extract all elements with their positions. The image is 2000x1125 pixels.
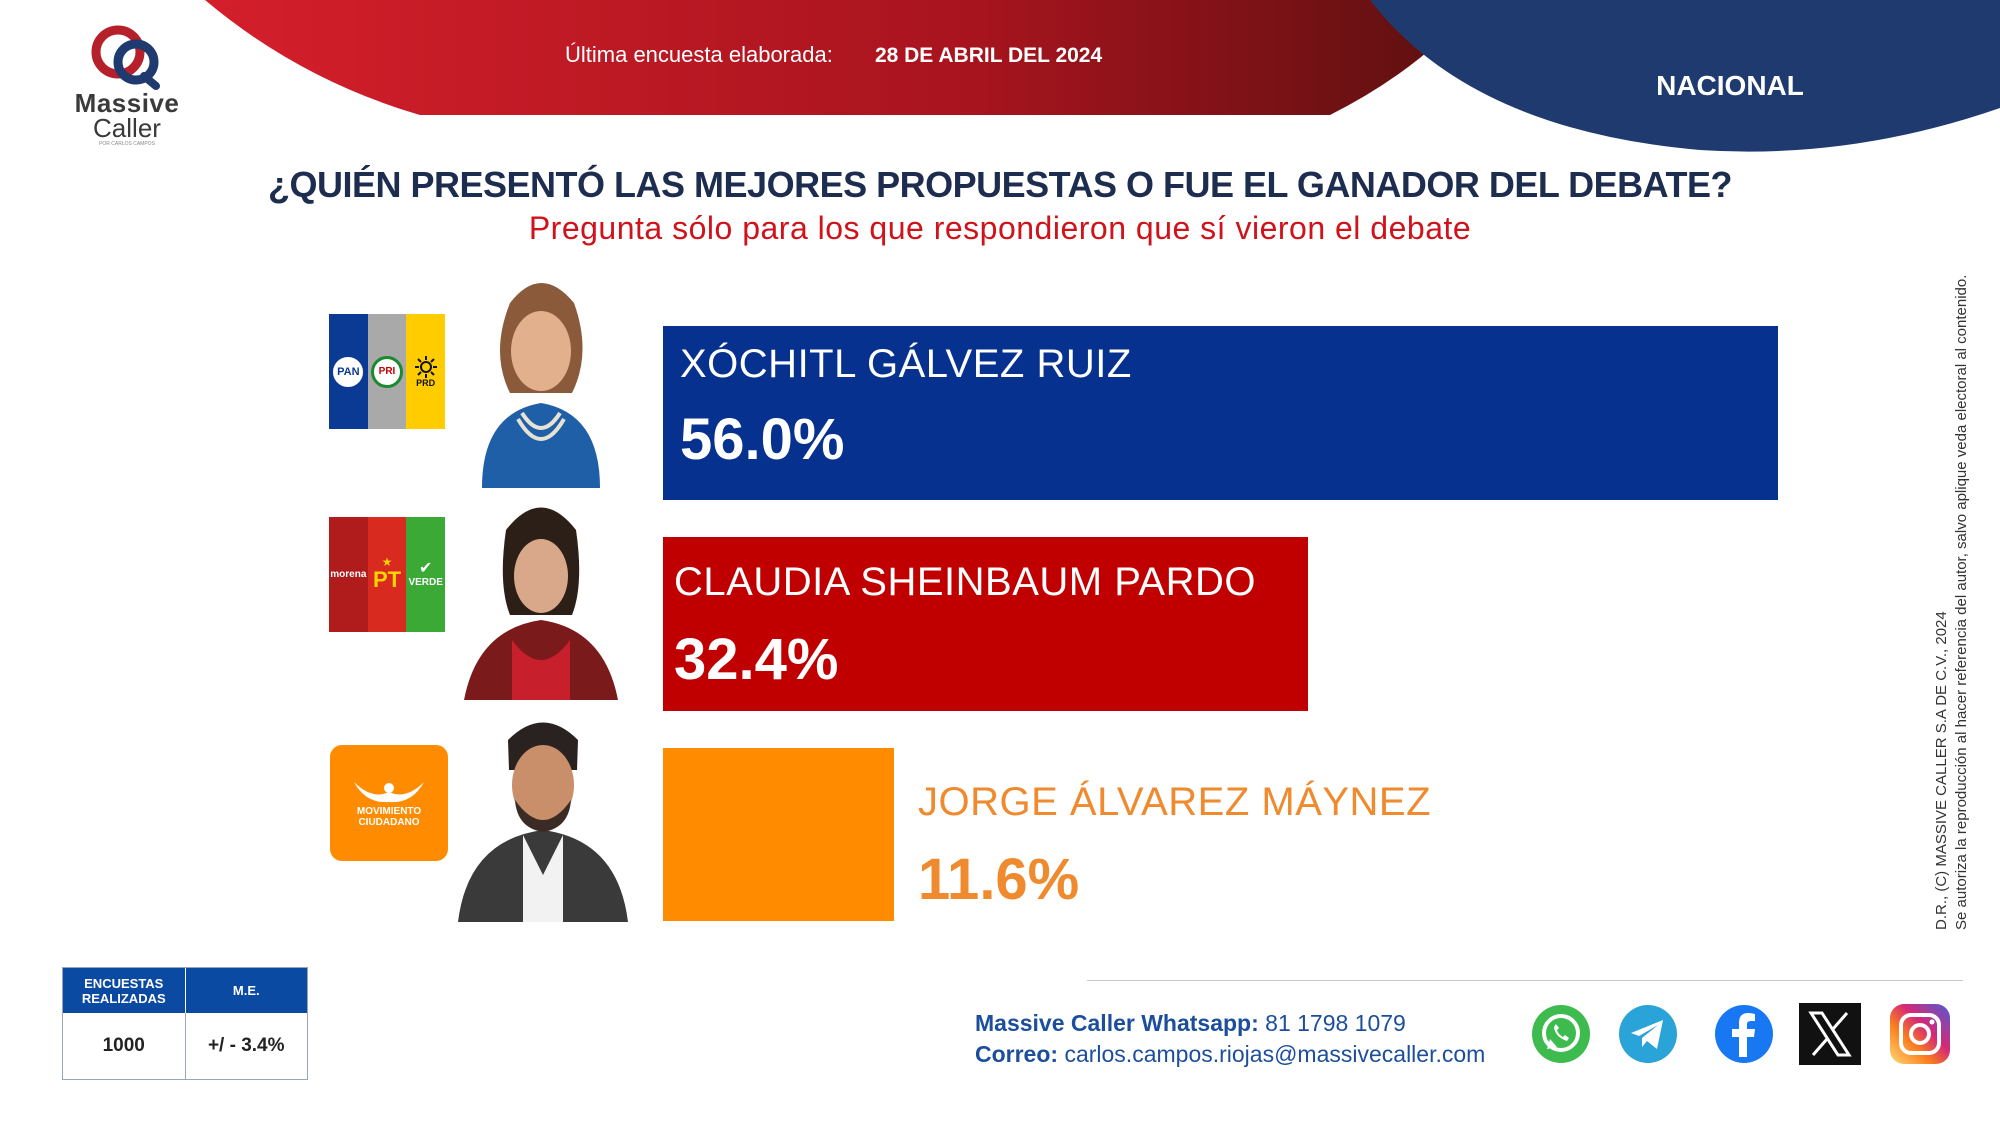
legal-notice: D.R., (C) MASSIVE CALLER S.A DE C.V., 20… (1932, 210, 1972, 930)
prd-sun-icon (414, 355, 437, 378)
verde-label: VERDE (408, 577, 443, 588)
label-jorge-value: 11.6% (918, 847, 1080, 912)
mc-eagle-icon (354, 782, 424, 803)
label-claudia-name: CLAUDIA SHEINBAUM PARDO (674, 560, 1256, 604)
party-logo-pan-pri-prd: PAN PRI PRD (329, 314, 446, 429)
bar-xochitl (663, 326, 1778, 500)
logo-word-massive: Massive (74, 88, 180, 118)
whatsapp-icon[interactable] (1530, 1003, 1592, 1065)
morena-label: morena (330, 569, 367, 580)
verde-stripe: ✔ VERDE (406, 517, 446, 632)
facebook-icon[interactable] (1713, 1003, 1775, 1065)
pt-stripe: ★ PT (367, 517, 407, 632)
whatsapp-number[interactable]: 81 1798 1079 (1265, 1010, 1406, 1036)
mc-label-2: CIUDADANO (358, 817, 420, 828)
pri-stripe: PRI (367, 314, 407, 429)
candidate-photo-jorge (453, 700, 632, 922)
legal-copyright: D.R., (C) MASSIVE CALLER S.A DE C.V., 20… (1933, 611, 1950, 930)
surveys-header: ENCUESTAS REALIZADAS (63, 968, 186, 1013)
candidate-photo-xochitl (452, 263, 630, 488)
legal-authorization: Se autoriza la reproducción al hacer ref… (1953, 274, 1970, 930)
prd-label: PRD (416, 377, 436, 388)
label-xochitl-value: 56.0% (680, 407, 845, 472)
verde-toucan-icon: ✔ (418, 560, 433, 577)
chart-question: ¿QUIÉN PRESENTÓ LAS MEJORES PROPUESTAS O… (268, 164, 1733, 205)
mc-label-1: MOVIMIENTO (356, 806, 422, 817)
header-background (205, 0, 2000, 152)
brand-logo: Massive Caller POR CARLOS CAMPOS (62, 24, 192, 148)
logo-mark-icon (91, 25, 160, 90)
chart-subquestion: Pregunta sólo para los que respondieron … (528, 210, 1472, 246)
pt-star-icon: ★ (381, 554, 393, 569)
label-claudia-value: 32.4% (674, 627, 839, 692)
telegram-icon[interactable] (1617, 1003, 1679, 1065)
morena-stripe: morena (329, 517, 368, 632)
surveys-value: 1000 (63, 1013, 186, 1079)
label-xochitl-name: XÓCHITL GÁLVEZ RUIZ (680, 342, 1132, 386)
scope-label: NACIONAL (1656, 70, 1804, 101)
party-logo-mc: MOVIMIENTO CIUDADANO (330, 745, 448, 861)
margin-error-value: +/ - 3.4% (207, 1035, 285, 1056)
label-jorge-name: JORGE ÁLVAREZ MÁYNEZ (918, 780, 1432, 824)
survey-date-value: 28 DE ABRIL DEL 2024 (874, 44, 1103, 67)
survey-stats-table: ENCUESTAS REALIZADAS M.E. 1000 +/ - 3.4% (62, 967, 308, 1080)
pri-emblem: PRI (371, 355, 403, 388)
pt-label: PT (372, 566, 402, 592)
margin-error-header: M.E. (232, 983, 260, 998)
instagram-icon[interactable] (1889, 1003, 1951, 1065)
contact-info: Massive Caller Whatsapp: 81 1798 1079 Co… (975, 1008, 1485, 1070)
bar-claudia (663, 537, 1308, 711)
footer-divider (1087, 980, 1963, 981)
logo-tagline: POR CARLOS CAMPOS (99, 141, 155, 147)
email-address[interactable]: carlos.campos.riojas@massivecaller.com (1064, 1041, 1486, 1067)
x-icon[interactable] (1799, 1003, 1861, 1065)
email-label: Correo: (975, 1041, 1059, 1067)
survey-date: Última encuesta elaborada: 28 DE ABRIL D… (565, 42, 1102, 68)
survey-date-label: Última encuesta elaborada: (565, 42, 833, 67)
logo-word-caller: Caller (93, 113, 161, 143)
party-logo-morena-pt-verde: morena ★ PT ✔ VERDE (329, 517, 446, 632)
candidate-photo-claudia (452, 490, 630, 713)
bar-jorge (663, 748, 894, 921)
pan-stripe: PAN (329, 314, 368, 429)
whatsapp-label: Massive Caller Whatsapp: (975, 1010, 1259, 1036)
pan-emblem: PAN (331, 354, 366, 389)
prd-stripe: PRD (406, 314, 446, 429)
